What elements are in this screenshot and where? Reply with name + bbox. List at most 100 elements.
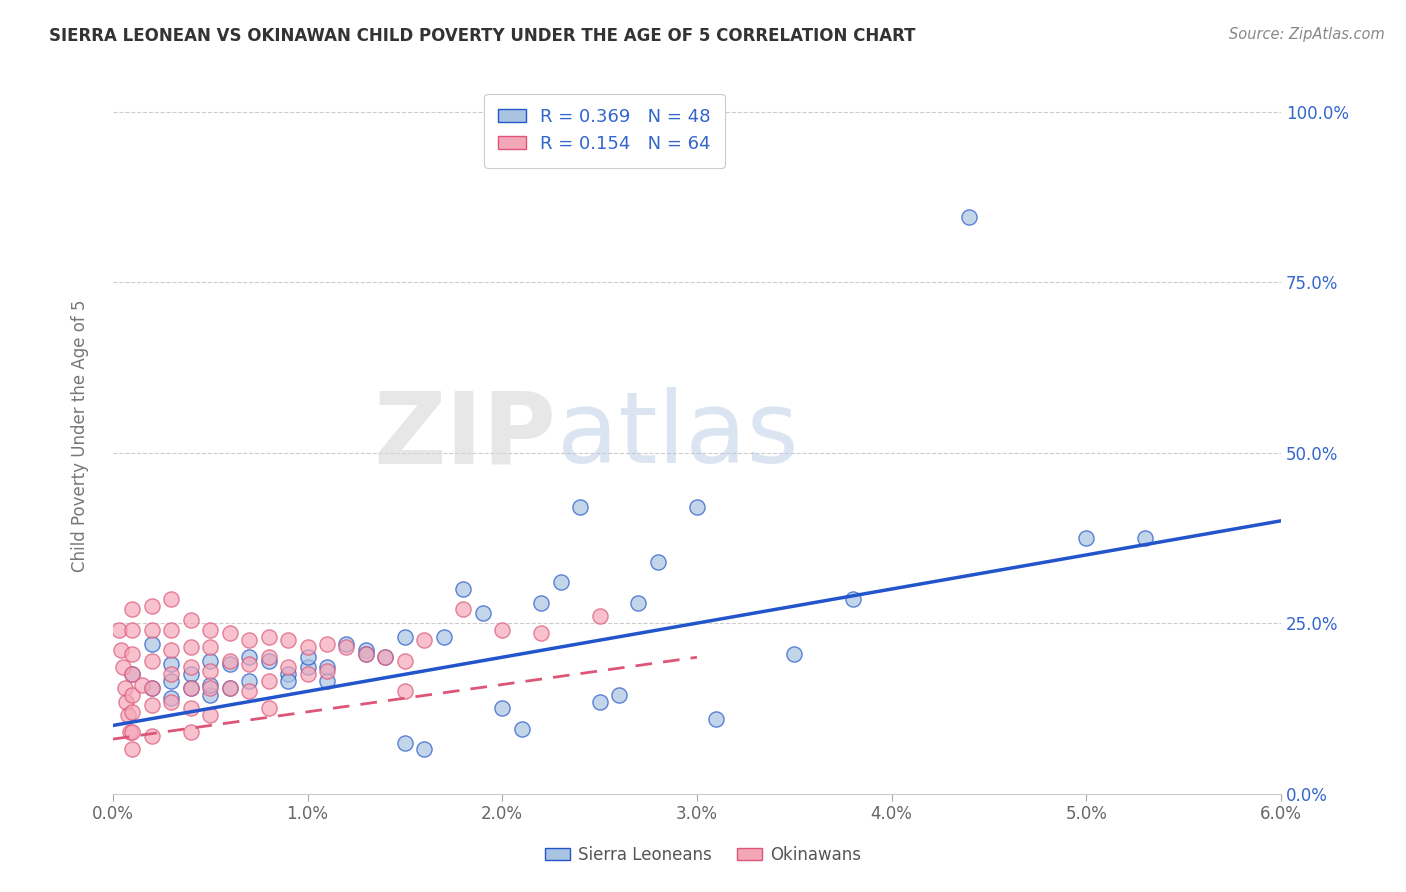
Point [394, 630, 416, 644]
Point [141, 623, 163, 637]
Point [277, 660, 299, 674]
Point [141, 637, 163, 651]
Point [335, 640, 357, 654]
Point [180, 613, 202, 627]
Point [627, 596, 650, 610]
Point [218, 626, 240, 640]
Point [607, 688, 630, 702]
Point [588, 695, 610, 709]
Point [218, 657, 240, 671]
Point [471, 606, 494, 620]
Point [110, 643, 132, 657]
Point [115, 695, 138, 709]
Point [706, 712, 728, 726]
Point [160, 667, 183, 681]
Point [257, 674, 280, 689]
Point [121, 667, 143, 681]
Text: Source: ZipAtlas.com: Source: ZipAtlas.com [1229, 27, 1385, 42]
Point [160, 623, 183, 637]
Point [841, 592, 863, 607]
Point [316, 664, 339, 678]
Point [394, 735, 416, 749]
Point [569, 500, 592, 515]
Legend: Sierra Leoneans, Okinawans: Sierra Leoneans, Okinawans [538, 839, 868, 871]
Point [257, 630, 280, 644]
Point [354, 647, 377, 661]
Point [491, 623, 513, 637]
Point [277, 667, 299, 681]
Point [218, 681, 240, 695]
Point [783, 647, 806, 661]
Point [1076, 531, 1098, 545]
Point [198, 654, 221, 668]
Point [141, 681, 163, 695]
Point [160, 592, 183, 607]
Point [686, 500, 709, 515]
Point [238, 657, 260, 671]
Point [180, 640, 202, 654]
Point [277, 674, 299, 689]
Point [257, 654, 280, 668]
Point [394, 654, 416, 668]
Point [510, 722, 533, 736]
Text: ZIP: ZIP [374, 387, 557, 484]
Text: SIERRA LEONEAN VS OKINAWAN CHILD POVERTY UNDER THE AGE OF 5 CORRELATION CHART: SIERRA LEONEAN VS OKINAWAN CHILD POVERTY… [49, 27, 915, 45]
Point [277, 633, 299, 648]
Point [198, 708, 221, 723]
Point [111, 660, 134, 674]
Point [141, 599, 163, 613]
Point [959, 211, 981, 225]
Point [141, 681, 163, 695]
Point [453, 582, 475, 596]
Legend: R = 0.369   N = 48, R = 0.154   N = 64: R = 0.369 N = 48, R = 0.154 N = 64 [484, 94, 725, 168]
Point [121, 705, 143, 719]
Point [180, 701, 202, 715]
Point [453, 602, 475, 616]
Point [198, 677, 221, 691]
Point [218, 654, 240, 668]
Point [297, 660, 319, 674]
Point [141, 654, 163, 668]
Point [121, 688, 143, 702]
Point [121, 647, 143, 661]
Point [238, 674, 260, 689]
Point [160, 657, 183, 671]
Point [238, 633, 260, 648]
Y-axis label: Child Poverty Under the Age of 5: Child Poverty Under the Age of 5 [72, 300, 89, 572]
Point [647, 555, 669, 569]
Point [433, 630, 456, 644]
Point [413, 633, 436, 648]
Point [588, 609, 610, 624]
Point [218, 681, 240, 695]
Point [550, 575, 572, 590]
Point [316, 637, 339, 651]
Point [121, 742, 143, 756]
Point [131, 677, 153, 691]
Point [1133, 531, 1156, 545]
Point [198, 664, 221, 678]
Point [198, 640, 221, 654]
Point [394, 684, 416, 698]
Point [198, 681, 221, 695]
Point [121, 602, 143, 616]
Point [180, 681, 202, 695]
Point [374, 650, 396, 665]
Point [413, 742, 436, 756]
Point [374, 650, 396, 665]
Point [160, 674, 183, 689]
Point [180, 725, 202, 739]
Point [117, 708, 139, 723]
Point [316, 674, 339, 689]
Point [238, 650, 260, 665]
Point [160, 691, 183, 706]
Point [354, 647, 377, 661]
Point [180, 681, 202, 695]
Point [198, 623, 221, 637]
Point [198, 688, 221, 702]
Point [160, 643, 183, 657]
Point [114, 681, 136, 695]
Point [121, 725, 143, 739]
Point [107, 623, 129, 637]
Point [257, 650, 280, 665]
Point [180, 660, 202, 674]
